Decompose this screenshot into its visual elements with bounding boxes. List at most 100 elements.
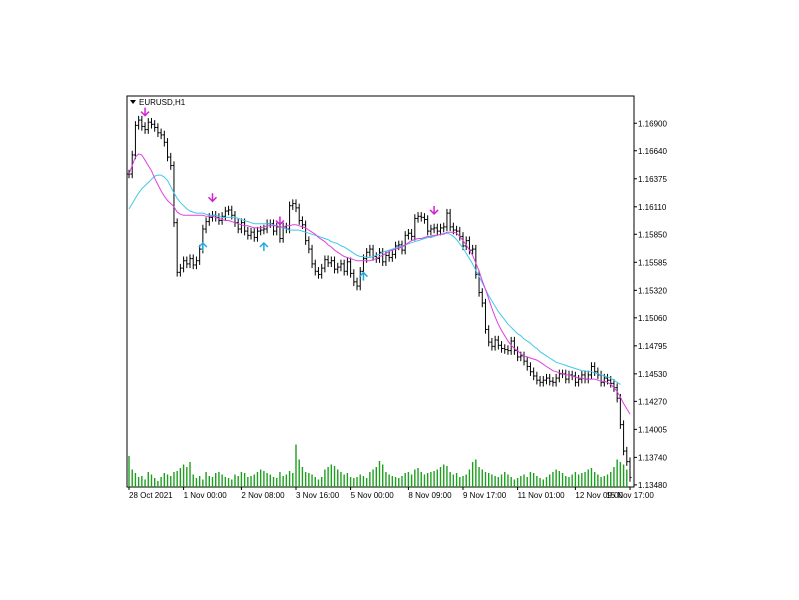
ohlc-bar [352, 269, 356, 287]
price-axis: 1.16900 1.16640 1.16375 1.16110 1.15850 1.155… [634, 119, 667, 490]
moving-averages [128, 153, 631, 415]
y-tick-label: 1.16900 [638, 119, 667, 128]
ohlc-bar [156, 123, 160, 138]
ohlc-bar [239, 218, 243, 234]
ohlc-bar [246, 226, 250, 240]
y-tick-label: 1.13740 [638, 453, 667, 462]
ohlc-bar [432, 223, 436, 234]
symbol-title: EURUSD,H1 [139, 98, 186, 107]
ohlc-bar [622, 420, 626, 456]
ohlc-bar [545, 373, 548, 385]
chart-title[interactable]: EURUSD,H1 [130, 98, 186, 107]
ohlc-bar [564, 369, 568, 384]
ohlc-bar [140, 115, 144, 131]
ohlc-bar [589, 362, 593, 380]
buy-arrow-icon [259, 241, 269, 251]
ohlc-bar [554, 373, 558, 387]
ohlc-bar [503, 344, 507, 354]
ohlc-bar [628, 457, 632, 482]
ohlc-bar [426, 215, 430, 236]
ohlc-bar [557, 369, 561, 383]
ohlc-bar [291, 199, 295, 210]
ohlc-bar [506, 345, 510, 355]
ohlc-bar [294, 199, 298, 213]
x-tick-label: 2 Nov 08:00 [241, 491, 285, 500]
ohlc-bar [442, 222, 446, 233]
ohlc-bar [316, 267, 320, 279]
ohlc-bar [310, 244, 314, 269]
ohlc-bar [262, 224, 266, 235]
ohlc-bar [483, 298, 487, 334]
x-tick-label: 15 Nov 17:00 [606, 491, 654, 500]
ohlc-bar [349, 257, 353, 278]
ohlc-bar [387, 251, 391, 262]
ohlc-bar [548, 373, 552, 386]
x-tick-label: 28 Oct 2021 [129, 491, 173, 500]
ohlc-bar [368, 244, 372, 257]
ohlc-bar [204, 217, 208, 234]
sell-arrow-icon [429, 205, 439, 216]
ohlc-bar [223, 206, 227, 221]
ohlc-bar [159, 128, 163, 140]
y-tick-label: 1.15060 [638, 314, 667, 323]
ohlc-bar [191, 254, 195, 270]
ohlc-bar [339, 259, 343, 272]
ohlc-bar [435, 223, 439, 236]
ohlc-bar [535, 371, 539, 385]
ohlc-bar [227, 205, 231, 216]
ohlc-bar [500, 341, 504, 353]
ohlc-bar [198, 244, 202, 265]
ohlc-bar [143, 122, 147, 134]
ohlc-bar [496, 335, 500, 350]
time-axis: 28 Oct 2021 1 Nov 00:00 2 Nov 08:00 3 Nov 1… [128, 487, 654, 500]
ohlc-bar [252, 227, 256, 242]
y-tick-label: 1.14270 [638, 397, 667, 406]
ohlc-bar [487, 325, 491, 347]
ohlc-bar [410, 229, 414, 241]
sell-arrow-head [207, 196, 218, 203]
ohlc-bar [194, 256, 198, 270]
ohlc-bar [528, 362, 532, 376]
ohlc-bar [422, 213, 426, 224]
buy-arrow-icon [358, 271, 368, 281]
ohlc-bar [593, 362, 597, 376]
y-tick-label: 1.13480 [638, 481, 667, 490]
ohlc-bar [406, 229, 410, 240]
ohlc-bar [172, 161, 176, 227]
x-tick-label: 12 Nov 09:00 [575, 491, 623, 500]
y-tick-label: 1.16375 [638, 175, 667, 184]
x-tick-label: 3 Nov 16:00 [296, 491, 340, 500]
volume-histogram [128, 444, 628, 487]
ohlc-bar [541, 375, 545, 387]
ohlc-bar [512, 336, 516, 355]
ohlc-bar [538, 375, 542, 387]
ohlc-bar [217, 213, 221, 225]
ohlc-bar [573, 371, 577, 387]
ohlc-bar [397, 240, 401, 251]
ohlc-bar [166, 138, 170, 162]
y-tick-label: 1.16110 [638, 203, 667, 212]
ohlc-bar [188, 254, 192, 269]
ohlc-bar [480, 288, 484, 308]
ohlc-bar [342, 259, 346, 276]
ohlc-bar [615, 383, 619, 403]
ohlc-bar [355, 277, 359, 291]
dropdown-triangle-icon[interactable] [130, 100, 136, 104]
y-tick-label: 1.15585 [638, 258, 667, 267]
ohlc-bar [394, 241, 398, 259]
sell-arrow-head [429, 209, 439, 216]
buy-arrow-head [358, 271, 368, 278]
ohlc-bar [272, 219, 276, 236]
ohlc-bar [429, 224, 433, 236]
buy-arrow-head [259, 241, 269, 248]
ohlc-bar [326, 255, 330, 268]
ohlc-bar [471, 244, 475, 255]
ohlc-bar [419, 212, 423, 222]
x-tick-label: 8 Nov 09:00 [408, 491, 452, 500]
sell-arrow-icon [207, 193, 218, 203]
x-tick-label: 9 Nov 17:00 [463, 491, 507, 500]
ohlc-bar [307, 236, 311, 254]
ohlc-bar [133, 121, 137, 160]
ohlc-bar [297, 203, 301, 225]
ohlc-bar [220, 212, 224, 225]
